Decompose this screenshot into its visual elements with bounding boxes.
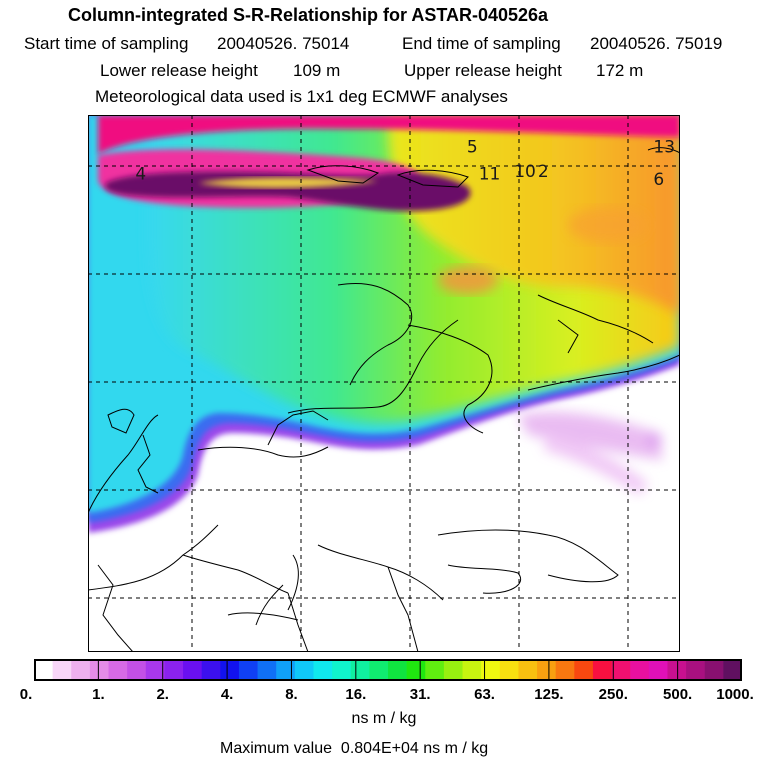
source-marker-label: 4 — [135, 164, 146, 184]
color-scale-frame — [34, 659, 742, 681]
color-scale-swatch — [89, 659, 110, 681]
color-scale-swatch — [406, 659, 426, 681]
color-scale-swatch — [537, 659, 557, 681]
color-scale-swatch — [127, 659, 147, 681]
color-scale-swatch — [332, 659, 352, 681]
color-scale-swatch — [388, 659, 408, 681]
start-time-label: Start time of sampling — [24, 34, 189, 53]
color-scale-swatch — [350, 659, 370, 681]
color-scale-swatch — [630, 659, 650, 681]
color-scale-swatch — [481, 659, 501, 681]
color-scale-swatch — [71, 659, 91, 681]
source-marker-label: 2 — [538, 162, 549, 182]
color-scale-swatch — [518, 659, 538, 681]
map-frame — [88, 115, 680, 652]
upper-release-value: 172 m — [596, 61, 644, 80]
orange-core — [438, 266, 498, 294]
color-scale-swatch — [425, 659, 445, 681]
meteorological-data-note: Meteorological data used is 1x1 deg ECMW… — [95, 87, 508, 106]
color-scale-swatch — [34, 659, 54, 681]
color-scale-tick-label: 125. — [534, 686, 564, 703]
color-scale-swatch — [369, 659, 389, 681]
end-time-value: 20040526. 75019 — [590, 34, 723, 53]
color-scale-swatch — [164, 659, 184, 681]
color-scale-tick-label: 4. — [220, 686, 234, 703]
source-marker-label: 5 — [467, 138, 478, 158]
color-scale-tick-label: 0. — [19, 686, 33, 703]
color-scale-tick-label: 500. — [663, 686, 693, 703]
concentration-map[interactable]: 4 5 11 10 2 13 6 — [88, 115, 680, 652]
color-scale-bar — [34, 659, 742, 681]
color-scale-tick-label: 16. — [345, 686, 367, 703]
color-scale-swatch — [257, 659, 277, 681]
color-scale-swatch — [686, 659, 706, 681]
lat-lon-grid — [88, 115, 680, 652]
source-marker-label: 10 — [514, 162, 536, 182]
color-scale-swatch — [183, 659, 203, 681]
color-scale-swatch — [220, 659, 240, 681]
color-scale-tick-label: 8. — [285, 686, 298, 703]
maximum-value-line: Maximum value 0.804E+04 ns m / kg — [220, 740, 488, 758]
lower-release-value: 109 m — [293, 61, 341, 80]
color-scale-swatch — [555, 659, 575, 681]
color-scale-swatch — [574, 659, 594, 681]
color-scale-tick-label: 1000. — [716, 686, 754, 703]
plume-tail-east — [518, 411, 663, 495]
maximum-value-label: Maximum value — [220, 740, 333, 757]
color-scale-swatch — [313, 659, 333, 681]
maximum-value: 0.804E+04 ns m / kg — [340, 740, 489, 757]
color-scale-swatch — [667, 659, 687, 681]
end-time-label: End time of sampling — [402, 34, 561, 53]
color-scale-swatch — [704, 659, 724, 681]
plume-yellow-north — [388, 115, 680, 315]
color-scale-swatch — [592, 659, 613, 681]
source-marker-label: 6 — [653, 170, 664, 190]
color-scale-swatch — [238, 659, 259, 681]
color-scale-swatch — [52, 659, 72, 681]
color-scale-swatch — [499, 659, 520, 681]
color-scale-tick-label: 63. — [474, 686, 495, 703]
orange-core-east — [568, 207, 648, 243]
marker-layer: 4 511 10 2 13 6 — [135, 138, 675, 190]
coastlines — [88, 147, 680, 652]
color-scale-swatch — [108, 659, 128, 681]
color-scale-unit: ns m / kg — [351, 710, 417, 727]
lower-release-label: Lower release height — [100, 61, 258, 80]
magenta-band — [98, 115, 680, 155]
color-scale-tick-label: 250. — [598, 686, 628, 703]
color-scale-tick-label: 31. — [409, 686, 431, 703]
color-scale-swatch — [145, 659, 166, 681]
upper-release-label: Upper release height — [404, 61, 562, 80]
color-scale-tick-label: 1. — [92, 686, 105, 703]
yellow-inner-ring — [198, 177, 378, 189]
color-scale-swatch — [443, 659, 464, 681]
source-marker-label: 11 — [479, 164, 501, 184]
color-scale-swatch — [276, 659, 296, 681]
dark-purple-core — [104, 171, 471, 211]
color-scale-swatch — [611, 659, 631, 681]
start-time-value: 20040526. 75014 — [217, 34, 350, 53]
color-scale-swatch — [648, 659, 669, 681]
color-scale-swatch — [462, 659, 482, 681]
map-title: Column-integrated S-R-Relationship for A… — [68, 5, 549, 25]
color-scale-swatch — [723, 659, 742, 681]
source-marker-label: 13 — [653, 138, 675, 158]
color-scale-swatch — [201, 659, 221, 681]
color-scale-tick-label: 2. — [156, 686, 169, 703]
color-scale-swatch — [294, 659, 315, 681]
